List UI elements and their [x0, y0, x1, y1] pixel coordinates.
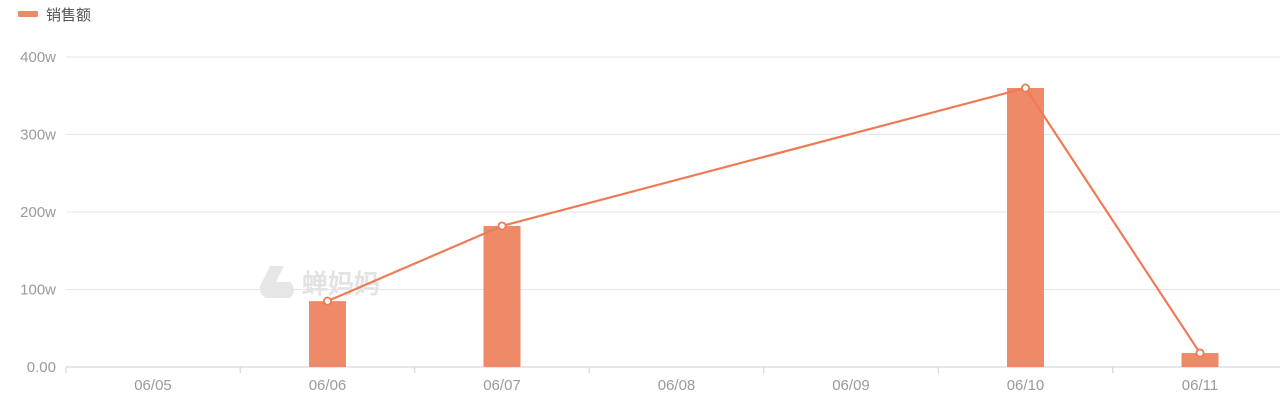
chanmama-logo-icon — [259, 266, 294, 298]
bar[interactable] — [1181, 353, 1219, 367]
line-point[interactable] — [1195, 348, 1205, 358]
y-tick-label: 100w — [20, 282, 56, 299]
series-line — [327, 86, 1201, 354]
legend[interactable]: 销售额 — [18, 6, 91, 24]
x-tick-label: 06/07 — [483, 377, 521, 394]
y-tick-label: 200w — [20, 204, 56, 221]
y-tick-label: 400w — [20, 49, 56, 66]
legend-label: 销售额 — [46, 6, 91, 24]
x-tick-label: 06/05 — [134, 377, 172, 394]
x-tick-label: 06/10 — [1007, 377, 1045, 394]
x-tick-label: 06/11 — [1182, 377, 1218, 394]
x-tick-label: 06/08 — [658, 377, 696, 394]
line-point[interactable] — [497, 221, 507, 231]
bar[interactable] — [1007, 88, 1044, 367]
y-tick-label: 300w — [20, 127, 56, 144]
bar[interactable] — [309, 301, 346, 367]
x-tick-label: 06/06 — [309, 377, 347, 394]
watermark: 蝉妈妈 — [259, 266, 380, 300]
bar[interactable] — [483, 225, 521, 367]
x-tick-label: 06/09 — [832, 377, 870, 394]
y-tick-label: 0.00 — [27, 359, 56, 376]
legend-swatch — [18, 11, 38, 17]
line-point[interactable] — [1021, 83, 1031, 93]
line-point[interactable] — [322, 296, 332, 306]
